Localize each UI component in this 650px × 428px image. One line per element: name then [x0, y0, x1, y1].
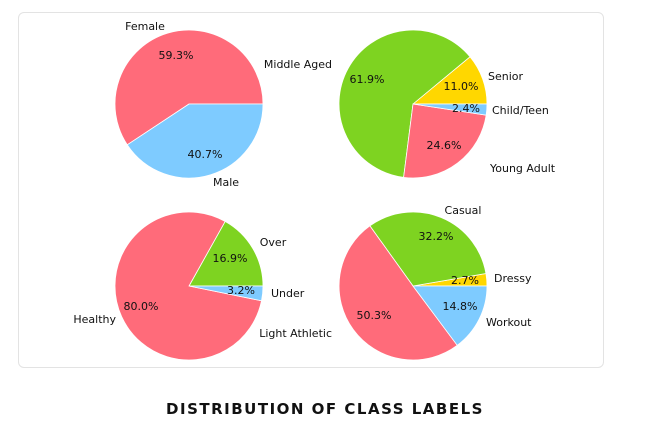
slice-label-healthy: Healthy	[73, 313, 116, 326]
slice-label-child-teen: Child/Teen	[492, 104, 549, 117]
pie-slice-middle-aged	[338, 29, 471, 178]
pie-slice-light-athletic	[338, 225, 458, 361]
slice-label-senior: Senior	[488, 70, 524, 83]
slice-pct-under: 3.2%	[227, 284, 255, 297]
pie-slice-child-teen	[412, 103, 488, 116]
pie-slice-healthy	[114, 211, 262, 361]
slice-pct-male: 40.7%	[188, 148, 223, 161]
slice-pct-child-teen: 2.4%	[452, 102, 480, 115]
slice-label-young-adult: Young Adult	[489, 162, 556, 175]
slice-label-workout: Workout	[486, 316, 532, 329]
chart-card	[18, 12, 604, 368]
slice-label-light-athletic: Light Athletic	[259, 327, 332, 340]
slice-pct-casual: 32.2%	[419, 230, 454, 243]
slice-pct-over: 16.9%	[213, 252, 248, 265]
slice-label-over: Over	[260, 236, 287, 249]
pie-slice-young-adult	[403, 103, 487, 179]
pie-slice-under	[188, 285, 264, 302]
figure-caption: DISTRIBUTION OF CLASS LABELS	[166, 400, 484, 418]
pie-chart-1: Female 59.3% Male 40.7%	[114, 20, 264, 189]
slice-pct-healthy: 80.0%	[124, 300, 159, 313]
slice-pct-workout: 14.8%	[443, 300, 478, 313]
slice-label-middle-aged: Middle Aged	[264, 58, 332, 71]
pie-slice-male	[126, 103, 264, 179]
pie-chart-2: Senior 11.0% Middle Aged 61.9% Young Adult 24…	[264, 29, 556, 179]
slice-pct-middle-aged: 61.9%	[350, 73, 385, 86]
slice-label-casual: Casual	[445, 204, 482, 217]
pie-chart-3: Over 16.9% Healthy 80.0% Under 3.2%	[73, 211, 305, 361]
pie-slice-workout	[412, 285, 488, 346]
slice-pct-light-athletic: 50.3%	[357, 309, 392, 322]
pie-slice-female	[114, 29, 264, 146]
slice-label-dressy: Dressy	[494, 272, 532, 285]
slice-label-under: Under	[271, 287, 305, 300]
slice-label-male: Male	[213, 176, 239, 189]
pie-slice-over	[188, 220, 264, 287]
slice-pct-female: 59.3%	[159, 49, 194, 62]
slice-label-female: Female	[125, 20, 165, 33]
slice-pct-dressy: 2.7%	[451, 274, 479, 287]
pie-chart-4: Dressy 2.7% Casual 32.2% Light Athletic 50.3%…	[259, 204, 532, 361]
pie-slice-casual	[369, 211, 487, 287]
slice-pct-senior: 11.0%	[444, 80, 479, 93]
slice-pct-young-adult: 24.6%	[427, 139, 462, 152]
